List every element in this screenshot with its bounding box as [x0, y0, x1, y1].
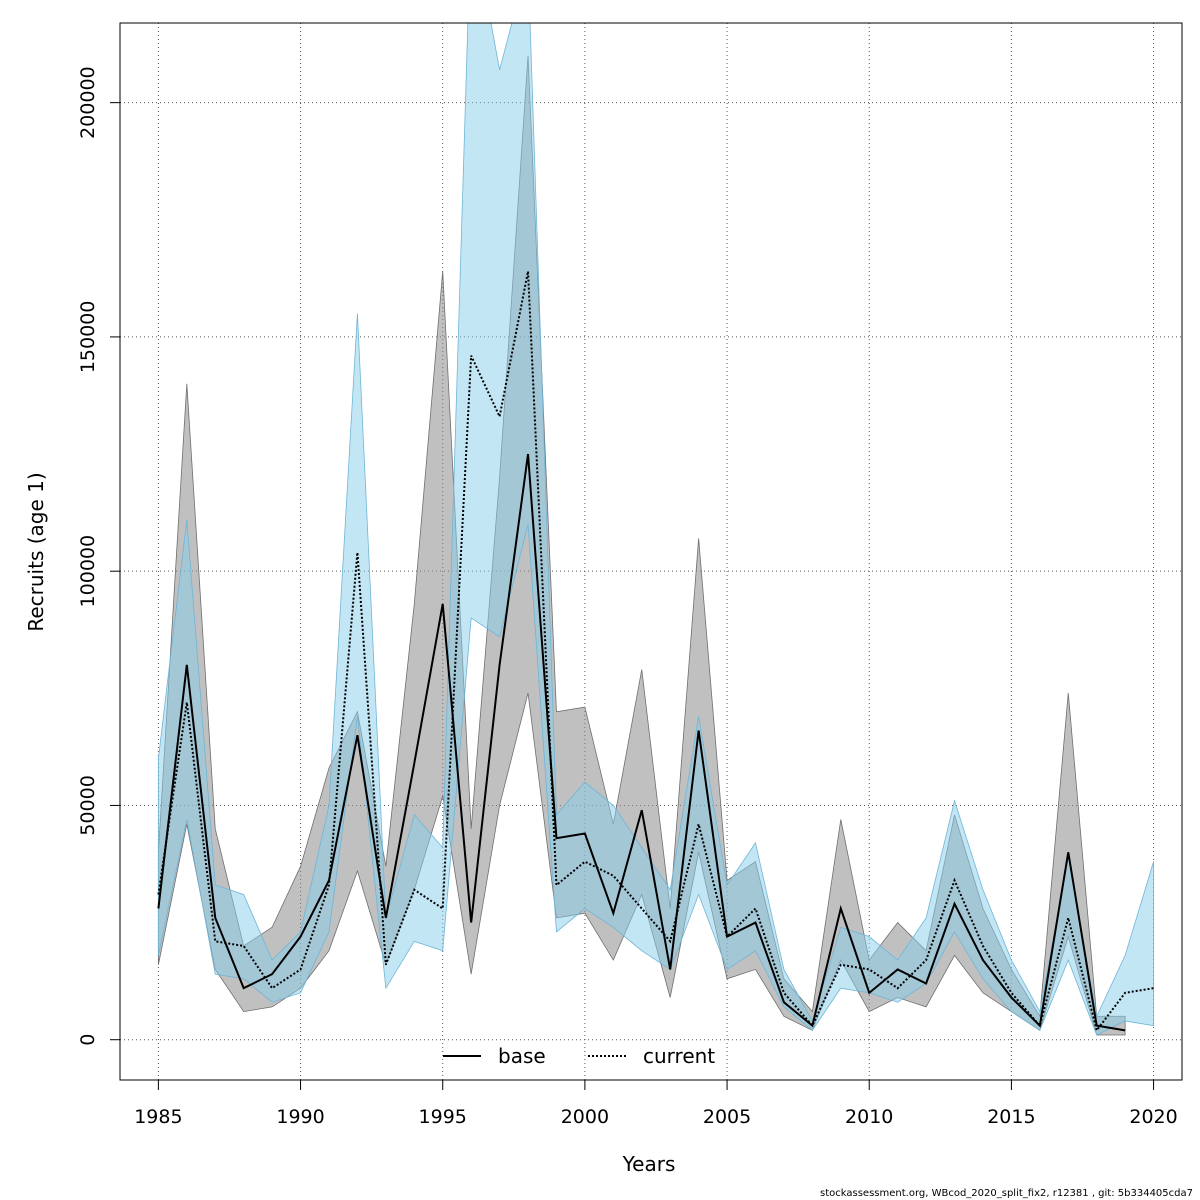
- y-axis-title: Recruits (age 1): [24, 472, 48, 631]
- y-tick-label-200000: 200000: [77, 66, 99, 139]
- line-current: [157, 271, 1154, 1033]
- x-tick-label-2000: 2000: [561, 1106, 609, 1128]
- legend-label-current: current: [643, 1044, 715, 1068]
- grid-lines: [120, 23, 1182, 1080]
- x-tick-label-2005: 2005: [703, 1106, 751, 1128]
- confidence-bands: [157, 23, 1154, 1036]
- x-tick-label-2020: 2020: [1129, 1106, 1177, 1128]
- legend-label-base: base: [498, 1044, 546, 1068]
- series-lines: [157, 271, 1154, 1033]
- x-tick-label-1985: 1985: [134, 1106, 182, 1128]
- x-tick-label-2015: 2015: [987, 1106, 1035, 1128]
- y-tick-label-150000: 150000: [77, 301, 99, 374]
- x-axis-title: Years: [622, 1152, 676, 1176]
- x-tick-label-1995: 1995: [419, 1106, 467, 1128]
- line-base: [157, 453, 1126, 1032]
- y-tick-label-50000: 50000: [77, 775, 99, 835]
- x-tick-label-2010: 2010: [845, 1106, 893, 1128]
- credit-text: stockassessment.org, WBcod_2020_split_fi…: [820, 1188, 1193, 1199]
- x-tick-label-1990: 1990: [276, 1106, 324, 1128]
- legend: base current: [443, 1044, 715, 1068]
- y-tick-label-100000: 100000: [77, 535, 99, 608]
- axes: 1985 1990 1995 2000 2005 2010 2015 2020 0 50000 10…: [77, 66, 1178, 1128]
- band-current: [157, 23, 1154, 1036]
- y-tick-label-0: 0: [77, 1034, 99, 1046]
